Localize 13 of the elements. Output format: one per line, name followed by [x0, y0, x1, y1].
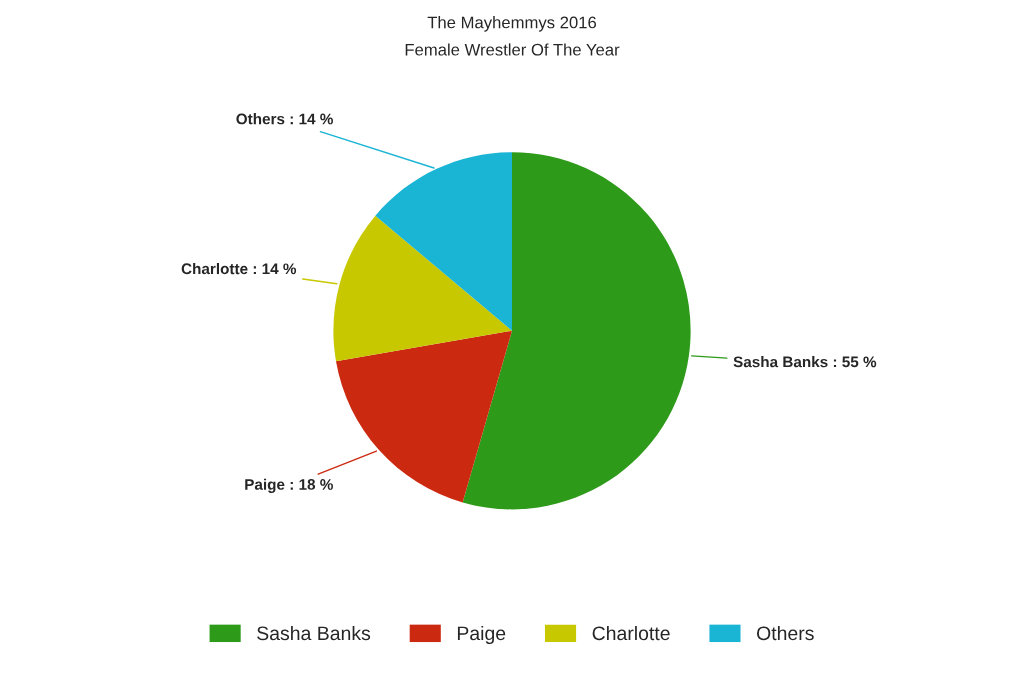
legend-label: Charlotte: [592, 625, 670, 641]
data-label: Paige : 18 %: [245, 478, 333, 493]
legend-label: Others: [757, 625, 814, 641]
chart-title: The Mayhemmys 2016: [427, 16, 597, 32]
pie-slice: [333, 215, 512, 362]
pie-slice: [462, 152, 691, 510]
legend-label: Sasha Banks: [257, 625, 371, 641]
data-label: Sasha Banks : 55 %: [733, 356, 877, 368]
legend-label: Paige: [457, 625, 506, 645]
chart-subtitle: Female Wrestler Of The Year: [405, 43, 620, 56]
data-label: Others : 14 %: [236, 113, 333, 125]
pie-slice: [335, 330, 512, 503]
data-label: Charlotte : 14 %: [181, 262, 297, 275]
